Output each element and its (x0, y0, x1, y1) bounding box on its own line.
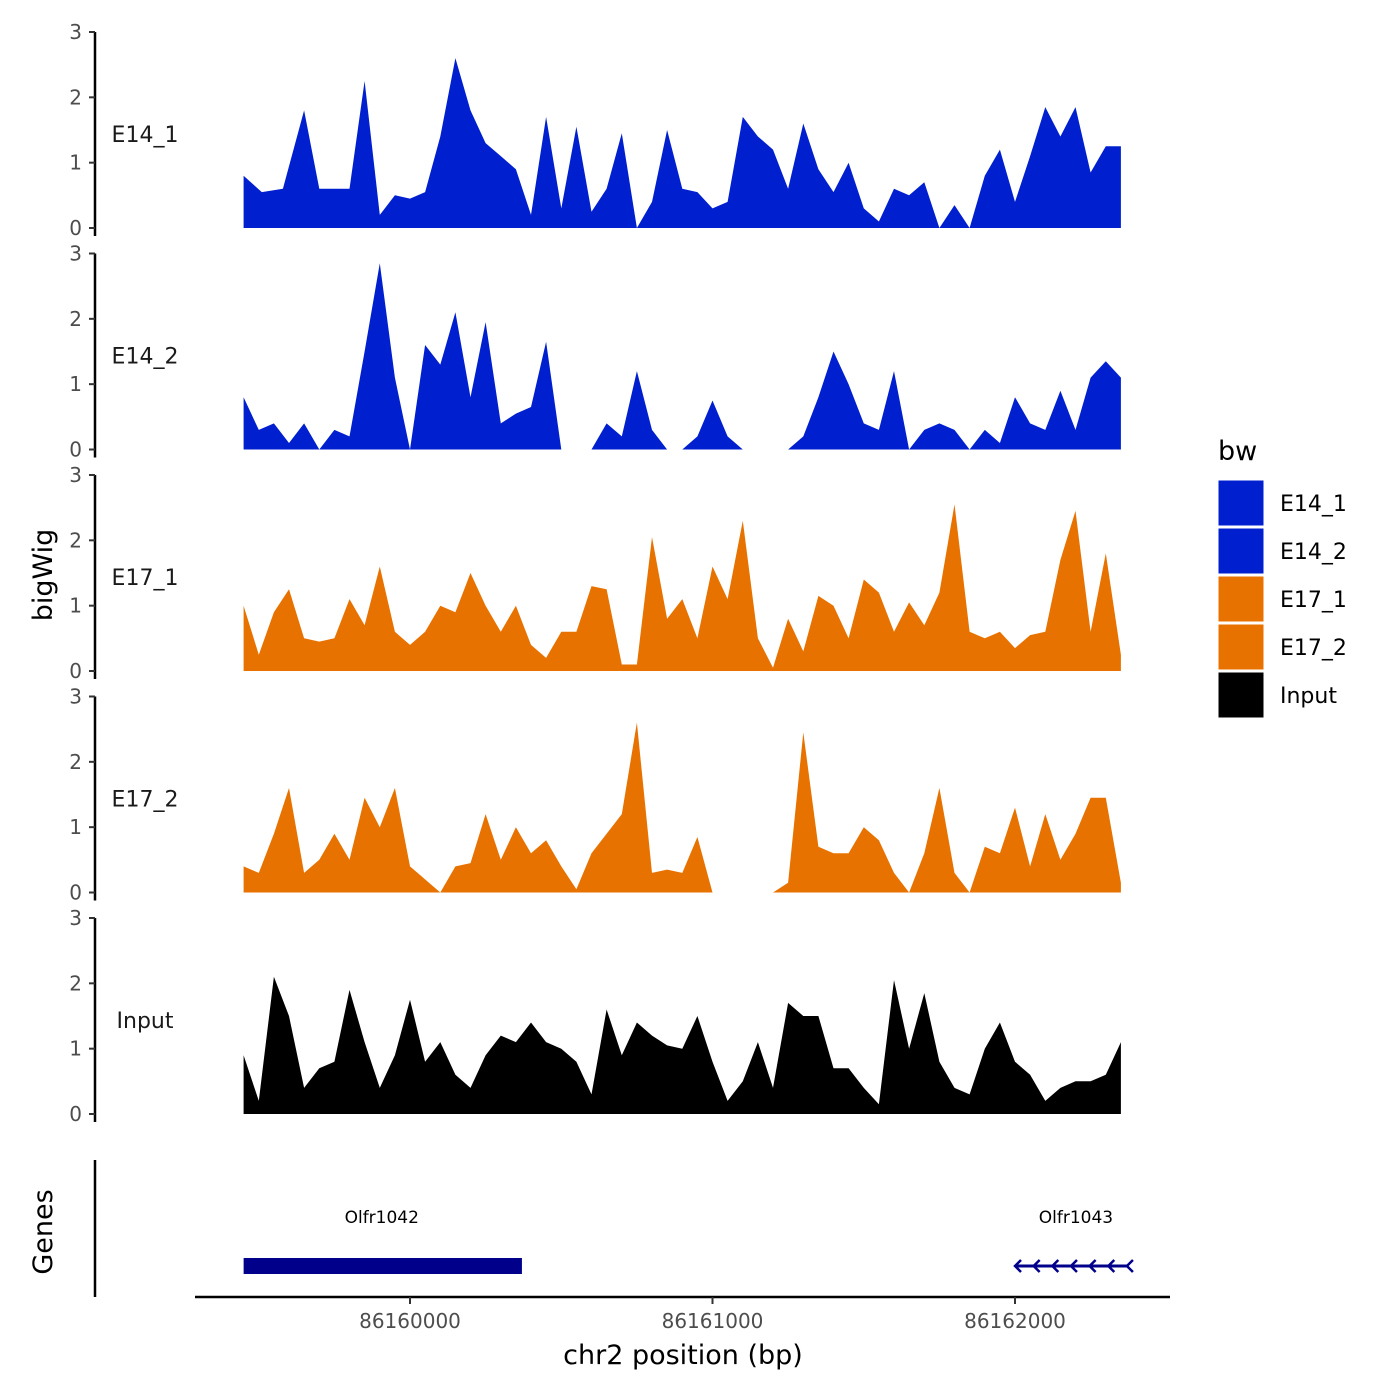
strand-arrow (1013, 1259, 1022, 1273)
y-tick-label: 3 (69, 242, 82, 266)
y-tick-label: 2 (69, 750, 82, 774)
y-tick-label: 0 (69, 438, 82, 462)
y-tick-label: 1 (69, 815, 82, 839)
track-E17_1: 0 1 2 3 E17_1 (69, 463, 1121, 683)
y-tick-label: 0 (69, 881, 82, 905)
strand-arrow (1050, 1259, 1060, 1273)
x-tick-label: 86161000 (662, 1309, 764, 1333)
legend-swatch-E14_2 (1217, 527, 1265, 575)
x-axis: 86160000 86161000 86162000 (195, 1295, 1170, 1333)
track-Input: 0 1 2 3 Input (69, 906, 1121, 1126)
coverage-area-E17_1 (243, 504, 1121, 671)
legend-label-E17_2: E17_2 (1280, 636, 1347, 661)
strand-arrow (1125, 1259, 1134, 1273)
legend-label-E17_1: E17_1 (1280, 588, 1347, 613)
y-tick-label: 2 (69, 528, 82, 552)
x-tick-label: 86162000 (964, 1309, 1066, 1333)
strand-arrow (1106, 1259, 1116, 1273)
coverage-area-Input (243, 976, 1121, 1114)
gene-annotation-track: Olfr1042 Olfr1043 (93, 1160, 1134, 1297)
x-axis-title: chr2 position (bp) (563, 1340, 803, 1371)
x-tick-label: 86160000 (359, 1309, 461, 1333)
legend-title: bw (1218, 436, 1257, 467)
legend-swatch-Input (1217, 671, 1265, 719)
coverage-area-E14_2 (243, 263, 1121, 450)
y-tick-label: 3 (69, 20, 82, 44)
gene-label: Olfr1042 (345, 1208, 419, 1228)
gene-Olfr1043: Olfr1043 (1013, 1208, 1134, 1273)
coverage-area-E17_2 (243, 722, 1121, 893)
y-tick-label: 0 (69, 1102, 82, 1126)
y-tick-label: 1 (69, 372, 82, 396)
track-label-E17_2: E17_2 (112, 788, 179, 813)
gene-Olfr1042: Olfr1042 (243, 1208, 522, 1274)
legend-swatch-E17_1 (1217, 575, 1265, 623)
y-tick-label: 2 (69, 85, 82, 109)
genes-axis-title: Genes (28, 1189, 59, 1274)
y-tick-label: 1 (69, 151, 82, 175)
y-tick-label: 3 (69, 463, 82, 487)
y-tick-label: 3 (69, 685, 82, 709)
track-label-E14_1: E14_1 (112, 123, 179, 148)
track-label-Input: Input (117, 1009, 174, 1034)
legend: bw E14_1 E14_2 E17_1 E17_2 Input (1217, 436, 1347, 719)
gene-label: Olfr1043 (1039, 1208, 1113, 1228)
y-tick-label: 0 (69, 216, 82, 240)
legend-swatch-E17_2 (1217, 623, 1265, 671)
track-E17_2: 0 1 2 3 E17_2 (69, 685, 1121, 905)
legend-label-Input: Input (1280, 684, 1337, 709)
coverage-area-E14_1 (243, 58, 1121, 228)
gene-body (243, 1258, 522, 1274)
track-E14_2: 0 1 2 3 E14_2 (69, 242, 1121, 462)
legend-label-E14_1: E14_1 (1280, 492, 1347, 517)
y-tick-label: 1 (69, 594, 82, 618)
legend-swatch-E14_1 (1217, 479, 1265, 527)
track-label-E17_1: E17_1 (112, 566, 179, 591)
y-tick-label: 2 (69, 971, 82, 995)
strand-arrow (1031, 1259, 1041, 1273)
y-tick-label: 0 (69, 659, 82, 683)
strand-arrow (1087, 1259, 1097, 1273)
y-axis-title: bigWig (28, 529, 59, 622)
y-tick-label: 3 (69, 906, 82, 930)
y-tick-label: 1 (69, 1037, 82, 1061)
y-tick-label: 2 (69, 307, 82, 331)
coverage-tracks: 0 1 2 3 E14_1 0 1 2 3 E14_2 0 1 2 3 E17_1 0 1 2 3 E17_2 0 1 2 3… (69, 20, 1121, 1126)
track-label-E14_2: E14_2 (112, 345, 179, 370)
track-E14_1: 0 1 2 3 E14_1 (69, 20, 1121, 240)
legend-label-E14_2: E14_2 (1280, 540, 1347, 565)
strand-arrow (1069, 1259, 1078, 1273)
